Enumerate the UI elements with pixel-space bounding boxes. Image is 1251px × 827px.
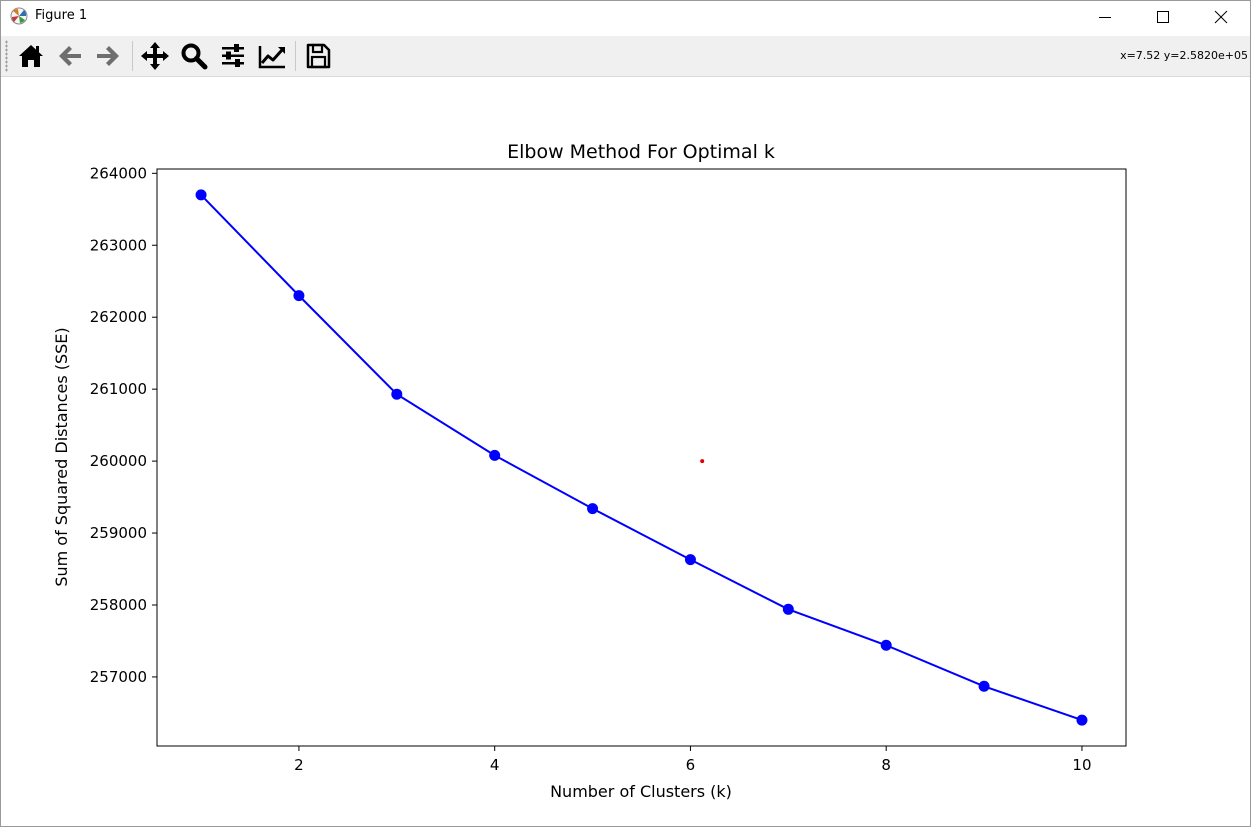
data-point [195,189,207,201]
minimize-icon [1099,17,1111,18]
home-icon [19,45,43,67]
data-point [489,449,501,461]
title-bar: Figure 1 [1,1,1250,33]
arrow-left-icon [59,46,81,66]
y-tick-label: 264000 [90,164,147,182]
forward-button[interactable] [91,39,125,73]
y-tick-label: 258000 [90,596,147,614]
annotations [700,459,705,464]
data-point [587,503,599,515]
cursor-coordinates: x=7.52 y=2.5820e+05 [1120,49,1248,62]
y-axis: 257000 258000 259000 260000 261000 262000 2630… [90,164,157,686]
pan-button[interactable] [138,39,172,73]
save-button[interactable] [301,39,335,73]
chart-title: Elbow Method For Optimal k [507,141,775,163]
plot-series [195,189,1088,726]
close-button[interactable] [1192,1,1250,33]
close-icon [1214,10,1228,24]
configure-subplots-button[interactable] [216,39,250,73]
x-axis-label: Number of Clusters (k) [550,782,732,801]
zoom-button[interactable] [177,39,211,73]
maximize-button[interactable] [1134,1,1192,33]
toolbar-separator [132,41,133,71]
y-axis-label: Sum of Squared Distances (SSE) [52,327,71,586]
edit-axes-button[interactable] [255,39,289,73]
arrow-right-icon [97,46,119,66]
figure-canvas[interactable]: Elbow Method For Optimal k Number of Clu… [1,77,1250,826]
data-point [978,680,990,692]
y-tick-label: 262000 [90,308,147,326]
data-point [880,639,892,651]
x-tick-label: 4 [490,756,500,774]
maximize-icon [1157,11,1169,23]
y-tick-label: 259000 [90,524,147,542]
data-point [391,388,403,400]
data-point [684,554,696,566]
floppy-disk-icon [306,43,331,69]
data-point [1076,714,1088,726]
magnifier-icon [181,43,208,70]
data-point [782,603,794,615]
line-chart-icon [258,46,285,69]
sliders-icon [222,44,244,67]
back-button[interactable] [53,39,87,73]
series-line [200,194,1083,722]
y-tick-label: 260000 [90,452,147,470]
navigation-toolbar: x=7.52 y=2.5820e+05 [1,36,1250,77]
minimize-button[interactable] [1076,1,1134,33]
y-tick-label: 261000 [90,380,147,398]
chart[interactable]: Elbow Method For Optimal k Number of Clu… [1,77,1250,826]
y-tick-label: 263000 [90,236,147,254]
x-axis: 2 4 6 8 10 [294,746,1092,774]
y-tick-label: 257000 [90,668,147,686]
x-tick-label: 2 [294,756,304,774]
toolbar-grip[interactable] [5,40,8,72]
data-point [293,290,305,302]
home-button[interactable] [14,39,48,73]
annotation-point [700,459,705,464]
axes-frame [156,168,1127,747]
window-title: Figure 1 [35,8,88,23]
x-tick-label: 6 [686,756,696,774]
matplotlib-icon [10,7,28,25]
move-icon [141,42,169,70]
toolbar-separator [295,41,296,71]
x-tick-label: 8 [881,756,891,774]
x-tick-label: 10 [1072,756,1091,774]
